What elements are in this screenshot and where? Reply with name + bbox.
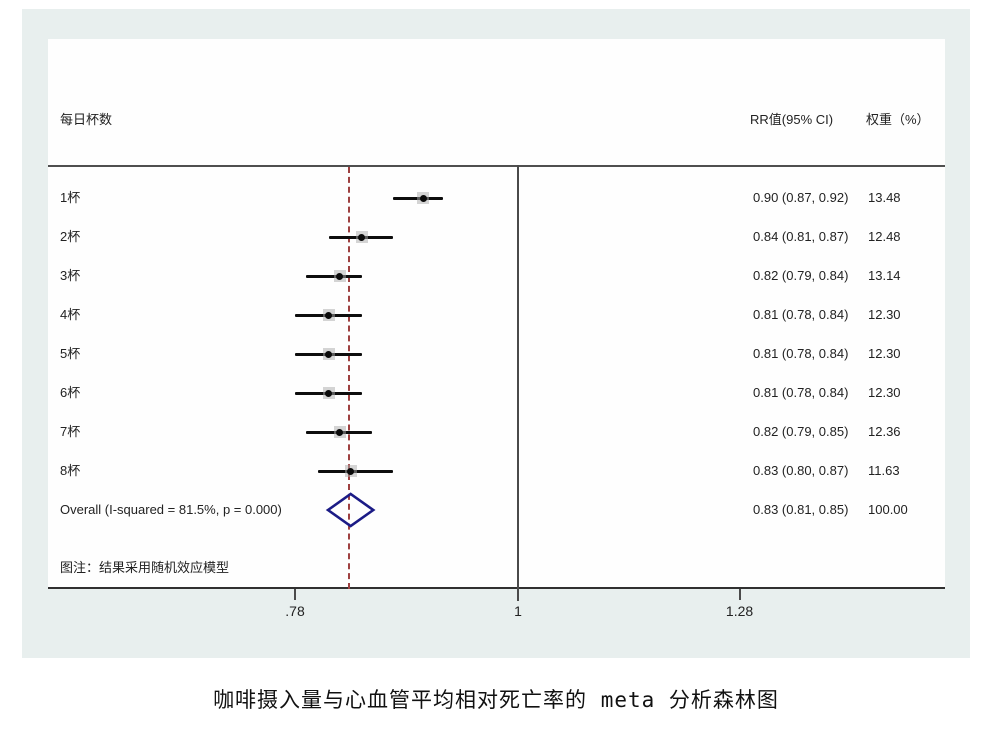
weight-value: 12.36 — [868, 424, 901, 439]
x-axis-tick-mark — [738, 589, 741, 600]
rr-ci-value: 0.83 (0.80, 0.87) — [753, 463, 849, 478]
overall-rr-ci-value: 0.83 (0.81, 0.85) — [753, 502, 849, 517]
null-effect-line — [517, 165, 519, 601]
forest-row-label: 3杯 — [60, 268, 81, 283]
x-axis-tick-label: .78 — [285, 603, 305, 619]
column-header-rr: RR值(95% CI) — [750, 112, 834, 127]
rr-ci-value: 0.82 (0.79, 0.84) — [753, 268, 849, 283]
rr-ci-value: 0.81 (0.78, 0.84) — [753, 307, 849, 322]
weight-value: 12.48 — [868, 229, 901, 244]
overall-diamond-shape — [325, 492, 376, 528]
weight-value: 13.48 — [868, 190, 901, 205]
point-estimate-dot — [347, 467, 355, 475]
weight-value: 12.30 — [868, 346, 901, 361]
figure-caption: 咖啡摄入量与心血管平均相对死亡率的 meta 分析森林图 — [213, 688, 779, 712]
point-estimate-dot — [419, 194, 427, 202]
weight-value: 12.30 — [868, 385, 901, 400]
column-header-weight: 权重（%） — [866, 112, 930, 127]
point-estimate-dot — [336, 428, 344, 436]
x-axis-tick-mark — [294, 589, 297, 600]
point-estimate-dot — [325, 311, 333, 319]
weight-value: 13.14 — [868, 268, 901, 283]
forest-row-label: 4杯 — [60, 307, 81, 322]
rr-ci-value: 0.82 (0.79, 0.85) — [753, 424, 849, 439]
overall-diamond — [325, 492, 376, 528]
forest-row-label: 7杯 — [60, 424, 81, 439]
weight-value: 11.63 — [868, 463, 900, 478]
overall-estimate-dashed-line — [348, 167, 350, 589]
overall-weight-value: 100.00 — [868, 502, 908, 517]
forest-row-label: 2杯 — [60, 229, 81, 244]
forest-row-label: 6杯 — [60, 385, 81, 400]
header-separator-line — [48, 165, 945, 167]
weight-value: 12.30 — [868, 307, 901, 322]
point-estimate-dot — [325, 389, 333, 397]
rr-ci-value: 0.81 (0.78, 0.84) — [753, 346, 849, 361]
x-axis-tick-label: 1 — [514, 603, 522, 619]
model-note: 图注：结果采用随机效应模型 — [60, 560, 230, 575]
rr-ci-value: 0.84 (0.81, 0.87) — [753, 229, 849, 244]
forest-row-label: 1杯 — [60, 190, 81, 205]
x-axis-tick-mark — [517, 589, 519, 600]
forest-row-label: 8杯 — [60, 463, 81, 478]
forest-row-label: 5杯 — [60, 346, 81, 361]
plot-panel — [48, 39, 945, 589]
point-estimate-dot — [336, 272, 344, 280]
x-axis-tick-label: 1.28 — [725, 603, 754, 619]
rr-ci-value: 0.90 (0.87, 0.92) — [753, 190, 849, 205]
point-estimate-dot — [325, 350, 333, 358]
point-estimate-dot — [358, 233, 366, 241]
column-header-cups: 每日杯数 — [60, 112, 113, 127]
overall-row-label: Overall (I-squared = 81.5%, p = 0.000) — [60, 502, 282, 517]
rr-ci-value: 0.81 (0.78, 0.84) — [753, 385, 849, 400]
